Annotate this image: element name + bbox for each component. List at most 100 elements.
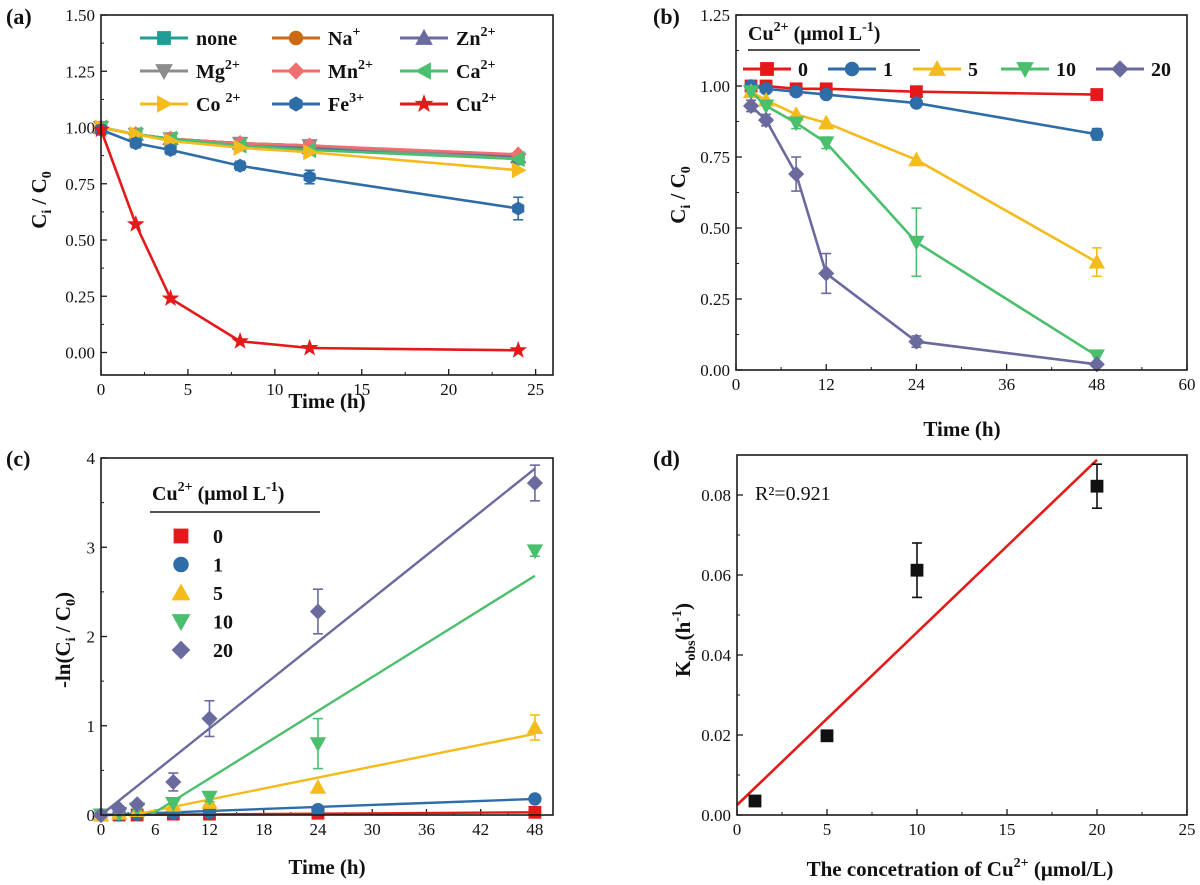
data-point: [129, 136, 142, 151]
legend-item: 20: [1096, 59, 1171, 81]
legend-label: 5: [968, 59, 978, 81]
legend-item: Ca2+: [400, 58, 495, 83]
legend-label: 5: [213, 583, 223, 605]
x-tick-label: 48: [1088, 375, 1105, 394]
data-point: [509, 340, 528, 358]
data-point: [908, 151, 925, 167]
panel-c-marks: [92, 464, 544, 824]
panel-b-marks: [742, 79, 1105, 373]
panel-a-y-axis-label: Ci / C0: [27, 171, 55, 229]
legend-item: Zn2+: [400, 25, 495, 50]
panel-d-r-squared-annotation: R²=0.921: [755, 483, 831, 505]
legend-marker: [415, 62, 431, 80]
data-point: [818, 265, 835, 282]
x-tick-label: 6: [151, 820, 160, 839]
legend-marker: [415, 29, 433, 45]
data-point: [1090, 127, 1104, 141]
y-tick-label: 0.04: [701, 646, 731, 665]
panel-d-axes: 0 5 10 15 20 25 0.00 0.02 0.04 0.06 0.08: [701, 486, 1195, 839]
data-point: [908, 235, 925, 251]
data-point: [1088, 356, 1105, 373]
panel-b-y-axis-label: Ci / C0: [666, 166, 694, 224]
x-tick-label: 18: [255, 820, 272, 839]
data-point: [231, 331, 249, 349]
data-point: [309, 603, 327, 620]
data-point: [161, 289, 180, 307]
data-point: [165, 773, 182, 791]
legend-label: 20: [213, 640, 233, 662]
legend-label: Zn2+: [456, 25, 495, 50]
panel-a-axes: 0 5 10 15 20 25 0.00 0.25 0.50 0.75 1.00 1.25 1.50: [65, 6, 544, 399]
legend-label: Ca2+: [456, 58, 495, 83]
data-point: [758, 112, 775, 129]
panel-c-y-axis-label: -ln(Ci / C0): [51, 592, 79, 688]
legend-item: Na+: [272, 25, 360, 50]
legend-item: 10: [171, 612, 233, 634]
data-point: [309, 737, 327, 752]
legend-label: Cu2+: [456, 91, 497, 116]
legend-label: 20: [1151, 59, 1171, 81]
x-tick-label: 0: [733, 820, 742, 839]
fit-line: [736, 458, 1098, 806]
data-point: [819, 87, 833, 102]
panel-c-legend: Cu2+ (μmol L-1) 0 1 5 10 20: [150, 480, 320, 662]
legend-marker: [414, 94, 434, 113]
y-tick-label: 1.25: [65, 62, 95, 81]
legend-item: 5: [171, 583, 223, 605]
data-point: [528, 805, 542, 819]
fit-line: [100, 467, 536, 816]
panel-b-x-axis-label: Time (h): [923, 417, 1000, 441]
legend-marker: [157, 31, 171, 45]
legend-item: none: [140, 28, 237, 50]
legend-item: 10: [1001, 59, 1076, 81]
legend-item: Mg2+: [140, 58, 240, 83]
legend-item: 0: [173, 526, 223, 548]
y-tick-label: 4: [87, 449, 96, 468]
legend-item: 5: [913, 59, 978, 81]
legend-marker: [1016, 62, 1034, 78]
data-point: [908, 333, 925, 350]
y-tick-label: 1.25: [700, 6, 730, 25]
panel-b-axes: 0 12 24 36 48 60 0.00 0.25 0.50 0.75 1.00 1.25: [700, 6, 1195, 394]
legend-title: Cu2+ (μmol L-1): [748, 20, 880, 45]
x-tick-label: 20: [440, 380, 457, 399]
legend-marker: [287, 62, 305, 80]
legend-item: 0: [743, 59, 808, 81]
data-point: [300, 338, 319, 356]
legend-label: Na+: [328, 25, 360, 50]
series-fe: [94, 122, 525, 221]
data-point: [909, 96, 924, 110]
data-point: [742, 85, 760, 101]
legend-item: Mn2+: [272, 58, 373, 83]
legend-label: 1: [883, 59, 893, 81]
panel-a-frame: [100, 14, 554, 376]
legend-label: 10: [213, 612, 233, 634]
x-tick-label: 10: [909, 820, 926, 839]
data-point: [788, 165, 805, 183]
y-tick-label: 1.50: [65, 6, 95, 25]
x-tick-label: 5: [823, 820, 832, 839]
x-tick-label: 42: [472, 820, 489, 839]
x-tick-label: 20: [1089, 820, 1106, 839]
data-point: [789, 84, 803, 99]
y-tick-label: 3: [87, 538, 96, 557]
x-tick-label: 0: [97, 820, 106, 839]
data-point: [509, 150, 525, 168]
legend-marker: [171, 614, 191, 632]
data-point: [787, 116, 805, 132]
series-k-obs: [748, 463, 1104, 808]
panel-d-y-axis-label: Kobs(h-1): [670, 603, 699, 677]
legend-marker: [157, 95, 173, 113]
legend-item: Cu2+: [400, 91, 497, 116]
y-tick-label: 0.00: [65, 344, 95, 363]
x-tick-label: 0: [97, 380, 106, 399]
legend-marker: [173, 556, 189, 573]
data-point: [742, 97, 760, 114]
data-point: [748, 794, 762, 808]
data-point: [1088, 253, 1105, 269]
legend-marker: [171, 640, 191, 660]
x-tick-label: 12: [818, 375, 835, 394]
legend-label: none: [196, 28, 237, 50]
panel-d-label: (d): [653, 446, 680, 471]
